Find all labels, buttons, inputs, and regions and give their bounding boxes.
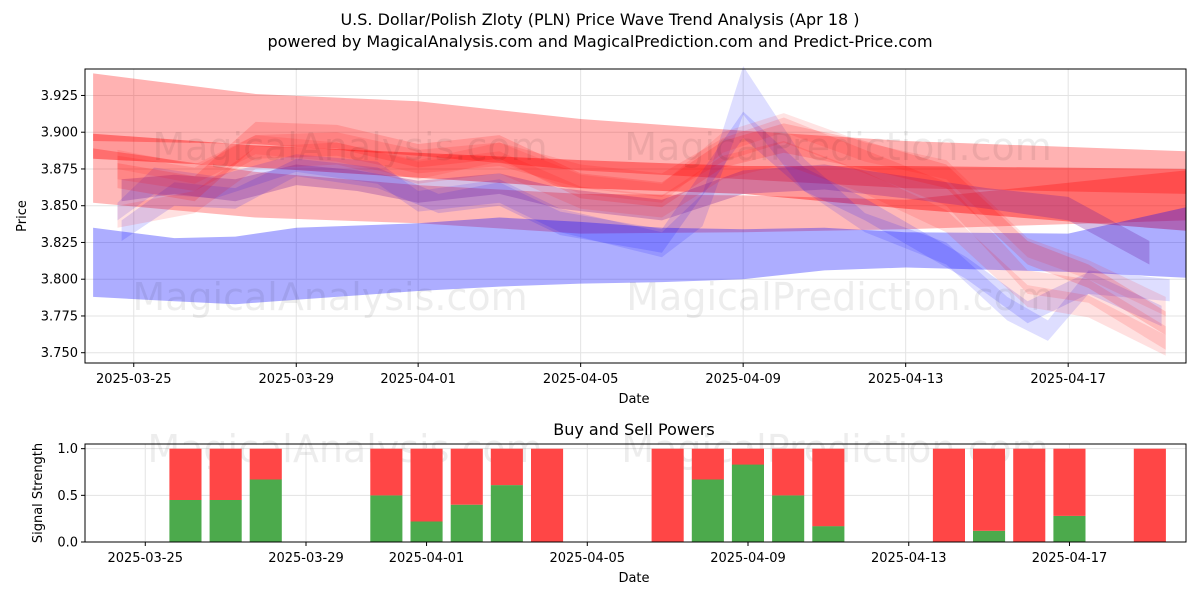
price-gridlines bbox=[85, 69, 1186, 363]
buy-sell-y-tick-label: 0.0 bbox=[57, 536, 78, 551]
price-y-ticks: 3.750 3.775 3.800 3.825 3.850 3.875 3.900 3.925 bbox=[41, 89, 85, 361]
price-y-tick-label: 3.875 bbox=[41, 162, 78, 177]
price-y-tick-label: 3.900 bbox=[41, 126, 78, 141]
buy-sell-x-tick-label: 2025-03-25 bbox=[107, 551, 183, 566]
price-y-tick-label: 3.750 bbox=[41, 346, 78, 361]
price-band-long-red-mid bbox=[93, 133, 1187, 231]
watermark-prediction-upper: MagicalPrediction.com bbox=[624, 125, 1052, 169]
sell-bar bbox=[410, 448, 443, 522]
buy-sell-bars bbox=[169, 448, 1166, 542]
sell-bar bbox=[531, 448, 564, 542]
price-wave-panel: MagicalAnalysis.com MagicalPrediction.co… bbox=[15, 66, 1187, 407]
sell-bar bbox=[450, 448, 483, 505]
buy-sell-x-tick-label: 2025-04-13 bbox=[871, 551, 947, 566]
sell-bar bbox=[812, 448, 845, 527]
price-x-axis-label: Date bbox=[618, 392, 649, 407]
buy-bar bbox=[1053, 515, 1086, 542]
buy-bar bbox=[731, 464, 764, 542]
price-band-wave-red-2 bbox=[117, 117, 1166, 350]
buy-sell-x-tick-label: 2025-04-01 bbox=[389, 551, 465, 566]
buy-sell-y-tick-label: 1.0 bbox=[57, 442, 78, 457]
buy-bar bbox=[691, 479, 724, 542]
sell-bar bbox=[1013, 448, 1046, 542]
watermark-analysis-upper: MagicalAnalysis.com bbox=[152, 125, 547, 169]
sell-bar bbox=[691, 448, 724, 480]
buy-bar bbox=[490, 485, 523, 542]
sell-bar bbox=[772, 448, 805, 496]
buy-bar bbox=[410, 521, 443, 542]
watermark-analysis-lower: MagicalAnalysis.com bbox=[132, 275, 527, 319]
price-x-tick-label: 2025-04-13 bbox=[868, 372, 944, 387]
buy-sell-y-axis-label: Signal Strength bbox=[31, 443, 46, 543]
price-x-tick-label: 2025-03-25 bbox=[96, 372, 172, 387]
watermark-analysis-bottom: MagicalAnalysis.com bbox=[147, 427, 542, 471]
buy-bar bbox=[249, 479, 282, 542]
price-band-wave-red-1 bbox=[117, 121, 1166, 336]
price-band-long-blue bbox=[93, 207, 1187, 305]
buy-sell-title: Buy and Sell Powers bbox=[553, 420, 715, 439]
price-x-tick-label: 2025-04-01 bbox=[380, 372, 456, 387]
buy-bar bbox=[812, 526, 845, 542]
buy-sell-x-tick-label: 2025-03-29 bbox=[268, 551, 344, 566]
buy-bar bbox=[973, 530, 1006, 542]
price-bands bbox=[93, 66, 1187, 356]
price-y-tick-label: 3.850 bbox=[41, 199, 78, 214]
buy-sell-x-tick-label: 2025-04-05 bbox=[549, 551, 625, 566]
sell-bar bbox=[209, 448, 242, 500]
sell-bar bbox=[973, 448, 1006, 531]
sell-bar bbox=[1053, 448, 1086, 516]
buy-sell-axes-frame bbox=[84, 443, 1187, 543]
sell-bar bbox=[932, 448, 965, 542]
price-y-tick-label: 3.800 bbox=[41, 273, 78, 288]
price-y-axis-label: Price bbox=[15, 200, 30, 232]
sell-bar bbox=[651, 448, 684, 542]
price-y-tick-label: 3.925 bbox=[41, 89, 78, 104]
price-band-wave-blue-3 bbox=[121, 111, 1162, 327]
buy-bar bbox=[370, 495, 403, 542]
price-band-long-red-lower bbox=[93, 148, 1187, 234]
sell-bar bbox=[490, 448, 523, 486]
price-band-wave-blue-2 bbox=[117, 66, 1170, 341]
price-y-tick-label: 3.825 bbox=[41, 236, 78, 251]
sell-bar bbox=[249, 448, 282, 480]
buy-sell-x-ticks: 2025-03-25 2025-03-29 2025-04-01 2025-04-05… bbox=[107, 542, 1107, 566]
price-x-ticks: 2025-03-25 2025-03-29 2025-04-01 2025-04-05… bbox=[96, 363, 1106, 387]
buy-sell-panel: Buy and Sell Powers MagicalAnalysis.com … bbox=[31, 420, 1187, 586]
price-band-wave-red-4 bbox=[117, 113, 1166, 316]
buy-bar bbox=[772, 495, 805, 542]
buy-sell-y-tick-label: 0.5 bbox=[57, 489, 78, 504]
price-band-wave-purple bbox=[121, 164, 1150, 265]
price-x-tick-label: 2025-04-09 bbox=[705, 372, 781, 387]
buy-sell-y-ticks: 0.0 0.5 1.0 bbox=[57, 442, 85, 551]
buy-sell-x-tick-label: 2025-04-17 bbox=[1032, 551, 1108, 566]
sell-bar bbox=[731, 448, 764, 465]
sell-bar bbox=[1133, 448, 1166, 542]
price-x-tick-label: 2025-04-05 bbox=[543, 372, 619, 387]
price-band-long-red-upper bbox=[93, 73, 1187, 194]
buy-bar bbox=[209, 500, 242, 542]
buy-bar bbox=[169, 500, 202, 542]
price-axes-frame bbox=[84, 68, 1187, 364]
price-x-tick-label: 2025-04-17 bbox=[1030, 372, 1106, 387]
sell-bar bbox=[169, 448, 202, 500]
buy-bar bbox=[450, 504, 483, 542]
chart-title: U.S. Dollar/Polish Zloty (PLN) Price Wav… bbox=[340, 10, 859, 29]
watermark-prediction-lower: MagicalPrediction.com bbox=[626, 275, 1054, 319]
price-y-tick-label: 3.775 bbox=[41, 309, 78, 324]
buy-sell-x-tick-label: 2025-04-09 bbox=[710, 551, 786, 566]
price-band-wave-red-3 bbox=[117, 141, 1166, 356]
price-x-tick-label: 2025-03-29 bbox=[258, 372, 334, 387]
buy-sell-x-axis-label: Date bbox=[618, 571, 649, 586]
sell-bar bbox=[370, 448, 403, 496]
chart-subtitle: powered by MagicalAnalysis.com and Magic… bbox=[267, 32, 932, 51]
